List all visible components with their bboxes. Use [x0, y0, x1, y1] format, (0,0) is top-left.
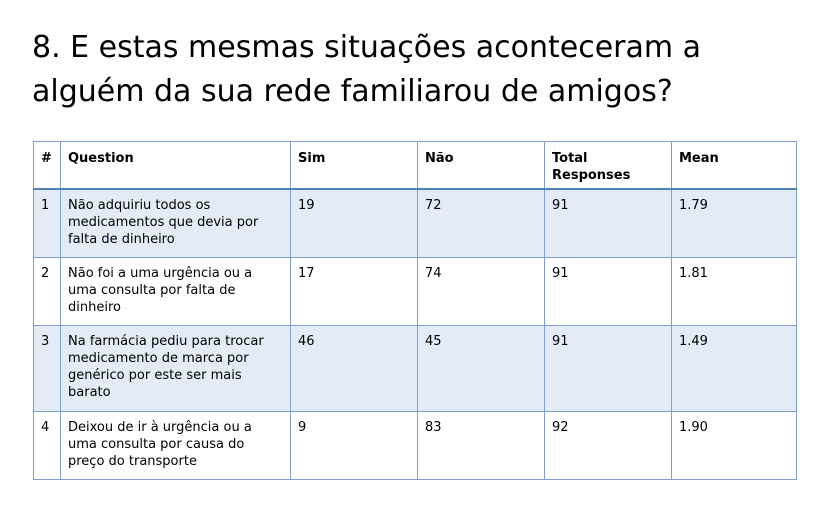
cell-total: 92 — [544, 410, 672, 480]
cell-mean: 1.49 — [671, 324, 797, 412]
cell-question: Deixou de ir à urgência ou a uma consult… — [60, 410, 291, 480]
cell-total: 91 — [544, 256, 672, 326]
cell-mean: 1.90 — [671, 410, 797, 480]
cell-number: 4 — [33, 410, 61, 480]
cell-sim: 17 — [290, 256, 418, 326]
page-title: 8. E estas mesmas situações aconteceram … — [32, 30, 702, 109]
cell-total: 91 — [544, 188, 672, 258]
table-header-row: # Question Sim Não Total Responses Mean — [33, 141, 797, 190]
cell-number: 1 — [33, 188, 61, 258]
cell-sim: 46 — [290, 324, 418, 412]
table-body: 1 Não adquiriu todos os medicamentos que… — [33, 188, 797, 480]
table-row: 4 Deixou de ir à urgência ou a uma consu… — [33, 410, 797, 480]
cell-number: 3 — [33, 324, 61, 412]
cell-question: Não foi a uma urgência ou a uma consulta… — [60, 256, 291, 326]
cell-question: Não adquiriu todos os medicamentos que d… — [60, 188, 291, 258]
cell-question: Na farmácia pediu para trocar medicament… — [60, 324, 291, 412]
header-mean: Mean — [671, 141, 797, 190]
header-number: # — [33, 141, 61, 190]
table-header: # Question Sim Não Total Responses Mean — [33, 141, 797, 190]
header-question: Question — [60, 141, 291, 190]
cell-mean: 1.79 — [671, 188, 797, 258]
table-row: 3 Na farmácia pediu para trocar medicame… — [33, 324, 797, 412]
cell-nao: 74 — [417, 256, 545, 326]
cell-sim: 9 — [290, 410, 418, 480]
cell-total: 91 — [544, 324, 672, 412]
cell-mean: 1.81 — [671, 256, 797, 326]
header-sim: Sim — [290, 141, 418, 190]
cell-nao: 83 — [417, 410, 545, 480]
results-table: # Question Sim Não Total Responses Mean … — [33, 141, 797, 480]
cell-sim: 19 — [290, 188, 418, 258]
header-nao: Não — [417, 141, 545, 190]
results-table-container: # Question Sim Não Total Responses Mean … — [33, 141, 797, 480]
cell-nao: 45 — [417, 324, 545, 412]
cell-nao: 72 — [417, 188, 545, 258]
header-total-responses: Total Responses — [544, 141, 672, 190]
table-row: 1 Não adquiriu todos os medicamentos que… — [33, 188, 797, 258]
cell-number: 2 — [33, 256, 61, 326]
table-row: 2 Não foi a uma urgência ou a uma consul… — [33, 256, 797, 326]
